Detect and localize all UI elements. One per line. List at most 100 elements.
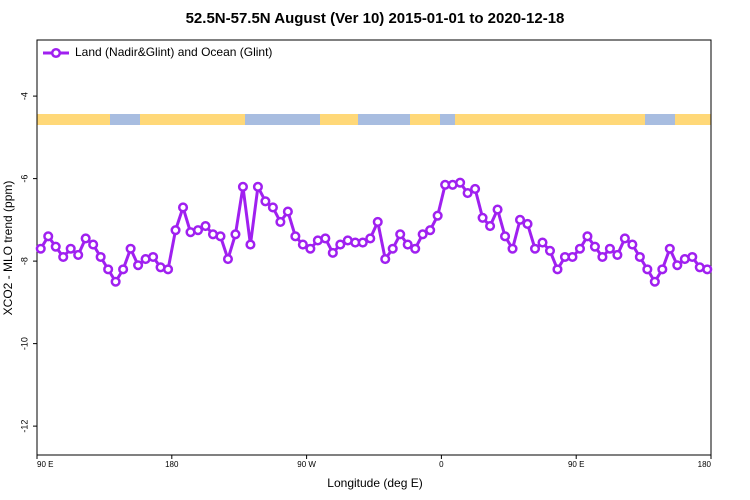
legend-marker [50, 47, 62, 59]
data-point [260, 196, 271, 207]
data-point [619, 233, 630, 244]
data-point [335, 239, 346, 250]
data-point [485, 220, 496, 232]
data-point [597, 251, 608, 263]
x-tick-label: 180 [165, 460, 179, 469]
data-point [672, 260, 683, 271]
land-band [455, 114, 645, 125]
data-point [552, 264, 563, 275]
data-point [567, 251, 578, 263]
data-point [402, 239, 413, 250]
data-point [215, 231, 226, 242]
data-point [702, 264, 713, 275]
y-tick-label: -8 [19, 257, 29, 265]
data-point [574, 243, 585, 254]
data-point [470, 183, 481, 194]
data-point [320, 233, 331, 244]
data-point [627, 239, 638, 250]
data-point [455, 177, 466, 188]
data-point [604, 243, 615, 254]
x-tick-label: 90 E [568, 460, 584, 469]
data-point [58, 251, 69, 263]
data-point [80, 233, 91, 244]
data-point [544, 245, 556, 256]
data-point [357, 237, 368, 248]
data-point [657, 264, 668, 275]
data-point [514, 214, 526, 225]
data-point [88, 239, 99, 250]
data-point [125, 243, 136, 254]
data-point [432, 210, 443, 221]
y-tick-label: -4 [19, 92, 29, 100]
chart-title: 52.5N-57.5N August (Ver 10) 2015-01-01 t… [186, 10, 565, 27]
data-point [200, 220, 211, 232]
data-point [177, 202, 189, 213]
x-tick-label: 90 E [37, 460, 53, 469]
data-point [425, 225, 436, 236]
data-point [163, 264, 174, 275]
data-point [267, 202, 278, 213]
data-point [35, 243, 46, 254]
data-point [500, 231, 511, 242]
data-point [282, 206, 293, 217]
data-point [537, 237, 548, 248]
data-point [642, 264, 653, 275]
data-point [582, 231, 593, 242]
data-point [395, 229, 406, 240]
data-point [297, 239, 308, 250]
x-tick-label: 90 W [297, 460, 316, 469]
data-point [634, 251, 645, 263]
data-point [192, 225, 204, 236]
data-point [529, 243, 541, 254]
ocean-band [37, 114, 711, 125]
data-point [95, 251, 106, 263]
land-ocean-strip [37, 114, 711, 125]
data-point [410, 243, 421, 254]
data-point [462, 187, 473, 199]
y-tick-label: -6 [19, 175, 29, 183]
land-band [675, 114, 711, 125]
data-point [275, 216, 286, 227]
data-point [507, 243, 518, 254]
data-point [372, 216, 383, 227]
x-tick-label: 180 [698, 460, 712, 469]
data-point [305, 243, 316, 254]
data-point [477, 212, 488, 223]
data-point [612, 249, 623, 260]
data-point [133, 260, 144, 271]
data-point [365, 233, 376, 244]
data-point [380, 254, 391, 265]
land-band [320, 114, 358, 125]
data-point [245, 239, 256, 250]
data-point [73, 249, 84, 260]
data-point [230, 229, 241, 240]
data-point [664, 243, 675, 254]
data-point [290, 231, 301, 242]
data-point [43, 231, 54, 242]
land-band [37, 114, 110, 125]
land-band [140, 114, 245, 125]
data-point [222, 254, 234, 265]
data-point [492, 204, 503, 215]
data-point [103, 264, 114, 275]
data-point [252, 181, 263, 192]
data-point [522, 218, 533, 230]
data-point [65, 243, 76, 254]
legend-label: Land (Nadir&Glint) and Ocean (Glint) [75, 45, 272, 59]
data-point [589, 241, 600, 252]
land-band [410, 114, 440, 125]
data-point [649, 276, 660, 287]
data-point [50, 241, 61, 252]
data-point [148, 251, 159, 263]
data-point [687, 251, 698, 263]
y-tick-label: -12 [19, 420, 29, 433]
data-point [170, 225, 181, 236]
y-axis-label: XCO2 - MLO trend (ppm) [1, 181, 15, 316]
data-point [387, 243, 398, 254]
data-point [237, 181, 248, 192]
y-tick-label: -10 [19, 337, 29, 350]
x-tick-label: 0 [439, 460, 444, 469]
data-point [110, 276, 121, 287]
data-point [327, 247, 338, 258]
